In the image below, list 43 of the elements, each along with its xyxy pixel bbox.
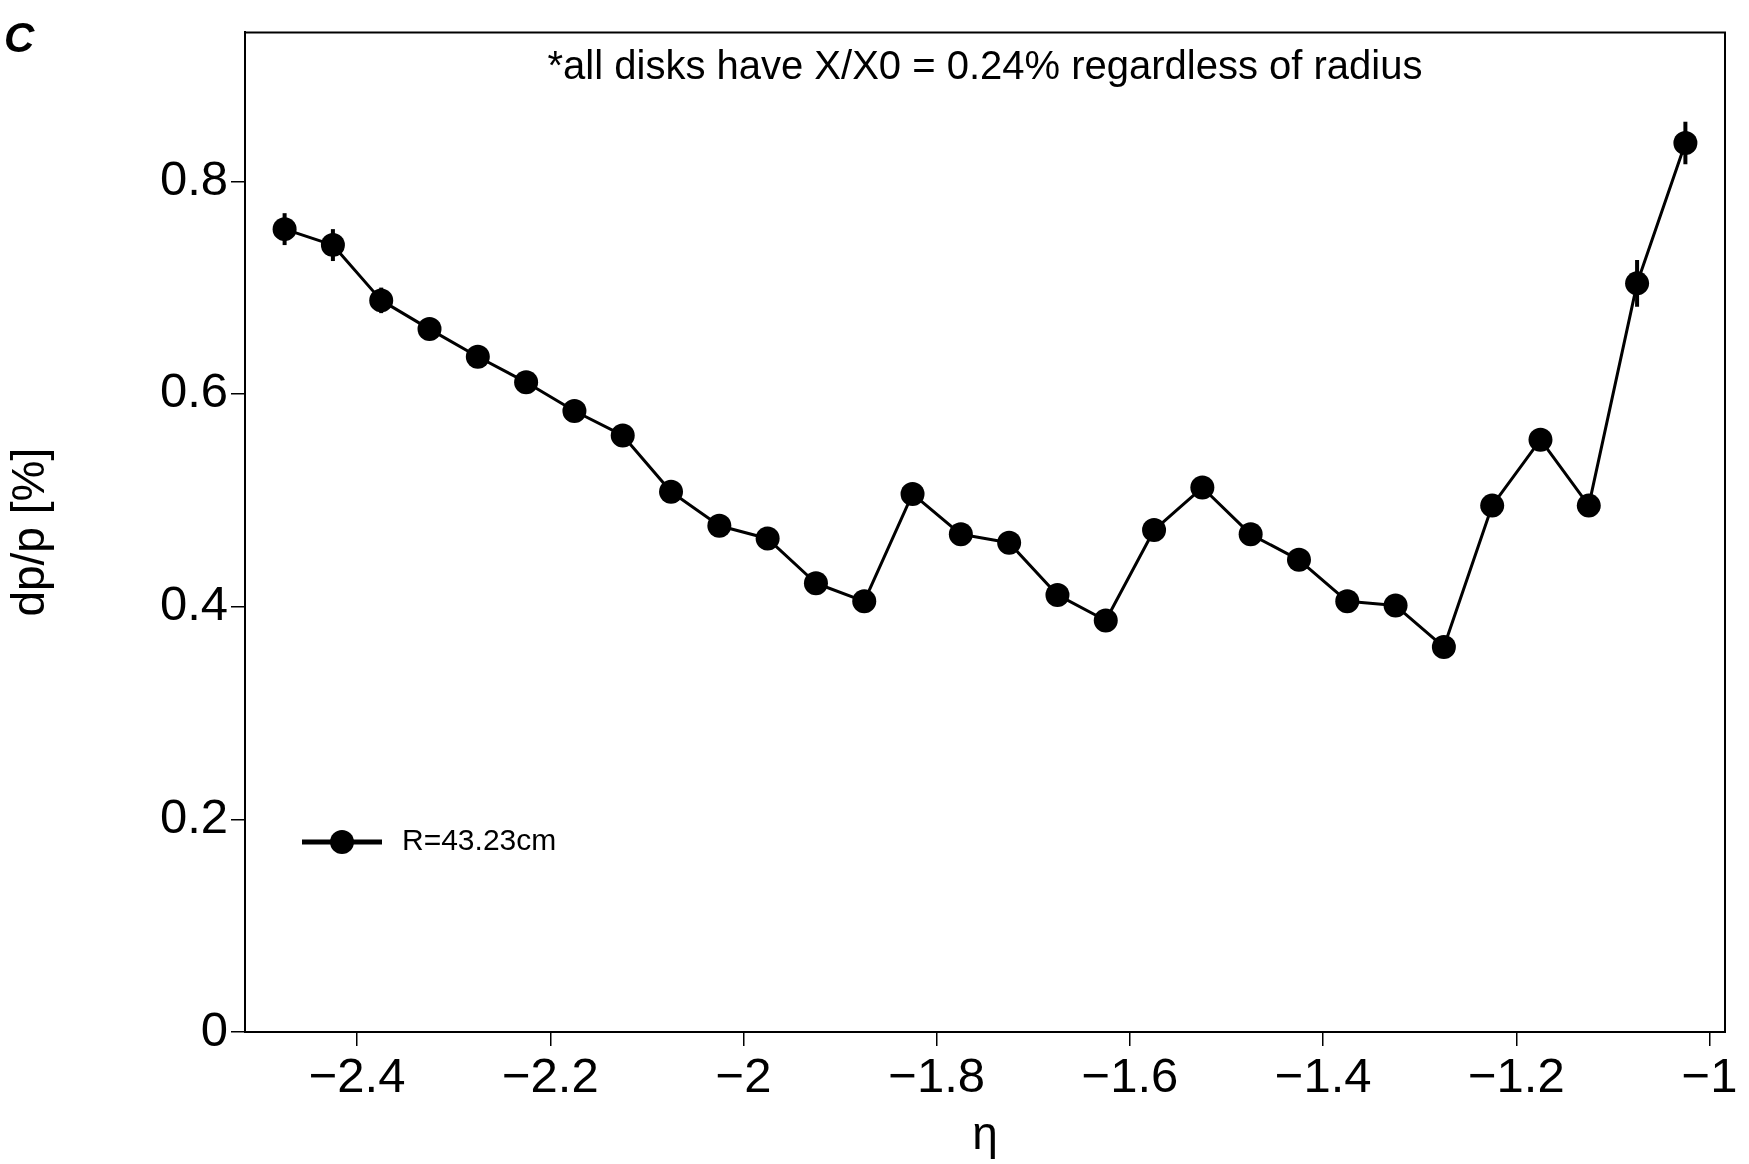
point [1093, 608, 1118, 633]
point [659, 479, 684, 504]
point [948, 522, 973, 547]
x-tick-label: −1.2 [1467, 1047, 1565, 1102]
point [1576, 493, 1601, 518]
point [1190, 475, 1215, 500]
x-tick-label: −1.8 [888, 1047, 986, 1102]
x-tick-label: −1 [1681, 1047, 1738, 1102]
y-tick-label: 0 [200, 1001, 228, 1056]
x-tick-label: −2.2 [501, 1047, 599, 1102]
point [1142, 518, 1167, 543]
y-axis-title: dp/p [%] [2, 447, 55, 617]
point [852, 589, 877, 614]
annotation: *all disks have X/X0 = 0.24% regardless of radius [547, 43, 1423, 88]
point [803, 571, 828, 596]
point [1480, 493, 1505, 518]
point [707, 513, 732, 538]
point [1335, 589, 1360, 614]
point [514, 370, 539, 395]
point [1528, 427, 1553, 452]
point [1045, 582, 1070, 607]
legend-label: R=43.23cm [402, 823, 557, 857]
point [997, 530, 1022, 555]
point [562, 398, 587, 423]
y-tick-label: 0.6 [159, 363, 228, 418]
point [610, 423, 635, 448]
text: C [4, 13, 35, 61]
point [1286, 547, 1311, 572]
point [1383, 593, 1408, 618]
y-tick-label: 0.4 [159, 576, 228, 631]
point [1238, 522, 1263, 547]
point [1431, 635, 1456, 660]
x-tick-label: −2 [715, 1047, 772, 1102]
point [755, 526, 780, 551]
y-tick-label: 0.8 [159, 150, 228, 205]
point [465, 344, 490, 369]
x-axis-title: η [972, 1107, 998, 1160]
point [900, 481, 925, 506]
y-tick-label: 0.2 [159, 788, 228, 843]
point [417, 317, 442, 342]
x-tick-label: −2.4 [308, 1047, 406, 1102]
x-tick-label: −1.6 [1081, 1047, 1179, 1102]
x-tick-label: −1.4 [1274, 1047, 1372, 1102]
